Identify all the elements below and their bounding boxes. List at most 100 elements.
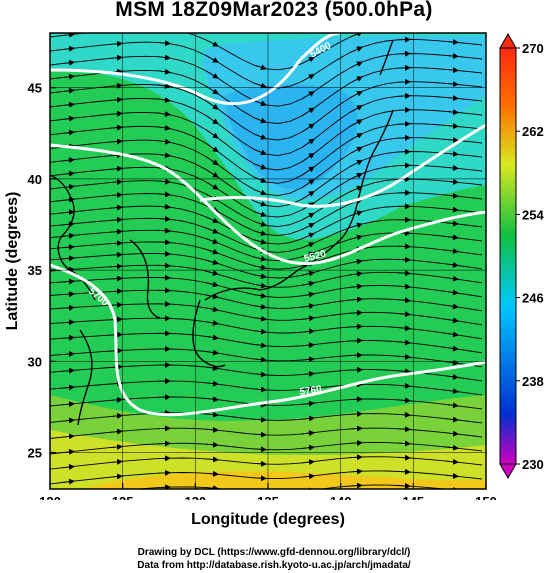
streamline-arrow [253, 475, 267, 482]
streamline-arrow [61, 291, 75, 298]
streamline-arrow [110, 29, 122, 30]
streamline-arrow [445, 248, 459, 255]
streamline-arrow [61, 45, 75, 52]
streamline-arrow [61, 115, 75, 122]
streamline-arrow [301, 444, 315, 451]
streamline-arrow [445, 261, 459, 268]
streamline-arrow [301, 415, 315, 422]
streamline-arrow [446, 27, 458, 28]
streamline-arrow [397, 440, 411, 447]
streamline-arrow [61, 255, 75, 262]
streamline-arrow [253, 460, 267, 467]
streamline-arrow [205, 259, 219, 266]
colorbar-tick-label: 254 [522, 207, 544, 222]
streamline-arrow [109, 40, 123, 47]
streamline-arrow [253, 176, 267, 183]
streamline-arrow [349, 296, 363, 303]
streamline-arrow [301, 91, 315, 100]
streamline-arrow [397, 297, 411, 304]
streamline-arrow [61, 304, 75, 311]
streamline-arrow [349, 173, 363, 180]
streamline-arrow [157, 191, 171, 198]
streamline-arrow [109, 96, 123, 103]
streamline-arrow [397, 397, 411, 404]
streamline-arrow [397, 382, 411, 389]
streamline-arrow [61, 401, 75, 408]
streamline-arrow [253, 264, 267, 271]
streamline-arrow [445, 472, 459, 479]
streamline-arrow [62, 496, 74, 497]
streamline-arrow [253, 282, 267, 289]
streamline-arrow [109, 54, 123, 61]
streamline-arrow [61, 157, 75, 164]
streamline-arrow [445, 123, 459, 130]
colorbar-min-triangle [499, 463, 517, 480]
streamline-arrow [397, 339, 411, 346]
streamline-arrow [301, 123, 315, 133]
streamline-arrow [445, 430, 459, 437]
streamline-arrow [397, 270, 411, 277]
streamline-arrow [205, 181, 219, 190]
streamline-arrow [61, 384, 75, 391]
streamline-arrow [61, 232, 75, 239]
contour-label: 5760 [299, 384, 323, 398]
streamline-arrow [157, 152, 171, 159]
streamline-arrow [158, 28, 170, 29]
streamline-arrow [397, 283, 411, 290]
streamline-arrow [61, 73, 75, 80]
warmest-region [80, 471, 486, 489]
streamline-arrow [205, 169, 219, 178]
streamline-arrow [109, 138, 123, 145]
streamline-arrow [61, 367, 75, 374]
streamline-arrow [445, 109, 459, 116]
streamline-arrow [301, 328, 315, 335]
streamline-arrow [445, 402, 459, 409]
streamline-arrow [61, 278, 75, 285]
streamline-arrow [109, 458, 123, 465]
streamline-arrow [301, 138, 315, 148]
streamline-arrow [205, 39, 219, 47]
streamline-arrow [349, 283, 363, 290]
streamline-arrow [445, 331, 459, 338]
streamline-arrow [205, 248, 219, 255]
streamline-arrow [349, 234, 363, 241]
streamline-arrow [253, 328, 267, 335]
streamline-arrow [61, 209, 75, 216]
streamline-arrow [301, 459, 315, 466]
streamline-arrow [205, 227, 219, 234]
streamline-arrow [205, 129, 219, 139]
streamline-arrow [397, 454, 411, 461]
streamline-arrow [349, 185, 363, 193]
streamline-arrow [445, 444, 459, 451]
streamline-arrow [445, 289, 459, 296]
streamline-arrow [205, 70, 219, 79]
streamline-arrow [397, 426, 411, 433]
x-axis-label: Longitude (degrees) [191, 511, 345, 528]
streamline-arrow [205, 349, 219, 356]
streamline-arrow [445, 275, 459, 282]
streamline-arrow [349, 482, 363, 489]
streamline-arrow [205, 411, 219, 418]
streamline-arrow [109, 124, 123, 131]
streamline-arrow [349, 396, 363, 403]
streamline-arrow [61, 170, 75, 177]
streamline-arrow [349, 61, 363, 69]
streamline-arrow [349, 439, 363, 446]
axes: 120 125 130 135 140 145 150 25 30 35 40 45 [28, 81, 497, 500]
streamline-arrow [445, 345, 459, 352]
streamline-arrow [253, 446, 267, 453]
x-tick-label: 145 [402, 494, 424, 500]
streamline-arrow [301, 152, 315, 163]
streamline-arrow [205, 270, 219, 276]
streamline-arrow [301, 166, 315, 176]
streamline-arrow [253, 148, 267, 156]
streamline-arrow [397, 368, 411, 375]
streamline-arrow [61, 478, 75, 485]
streamline-arrow [445, 178, 459, 185]
streamline-arrow [157, 178, 171, 185]
streamline-arrow [301, 232, 315, 240]
streamline-arrow [253, 230, 267, 236]
streamline-arrow [205, 380, 219, 387]
streamline-arrow [157, 215, 171, 222]
streamline-arrow [205, 470, 219, 477]
